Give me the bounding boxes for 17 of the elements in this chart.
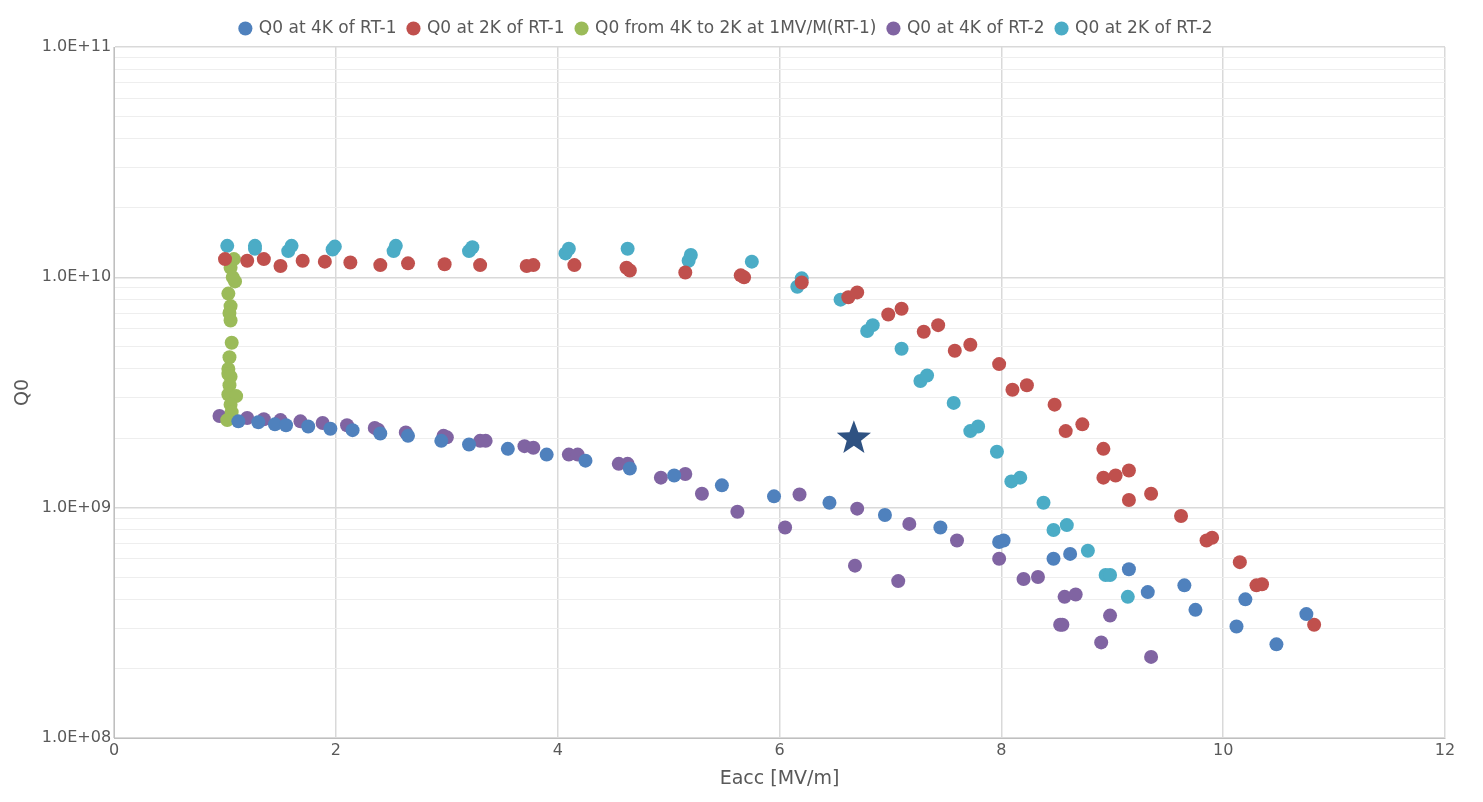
legend-label: Q0 from 4K to 2K at 1MV/M(RT-1) (595, 16, 877, 37)
x-tick-label: 0 (109, 739, 120, 759)
legend-label: Q0 at 4K of RT-2 (906, 16, 1045, 37)
x-tick-label: 4 (552, 739, 563, 759)
legend-label: Q0 at 4K of RT-1 (258, 16, 397, 37)
y-tick-label: 1.0E+10 (41, 266, 112, 286)
x-tick-label: 2 (330, 739, 342, 759)
y-tick-label: 1.0E+11 (41, 36, 112, 56)
x-axis-title: Eacc [MV/m] (719, 765, 840, 788)
x-tick-label: 10 (1213, 739, 1234, 759)
legend-label: Q0 at 2K of RT-1 (426, 16, 565, 37)
y-tick-label: 1.0E+09 (41, 496, 112, 516)
x-tick-label: 12 (1434, 739, 1456, 759)
x-tick-label: 8 (996, 739, 1007, 759)
y-axis-title: Q0 (10, 378, 33, 407)
x-tick-label: 6 (774, 739, 785, 759)
legend-label: Q0 at 2K of RT-2 (1075, 16, 1213, 37)
